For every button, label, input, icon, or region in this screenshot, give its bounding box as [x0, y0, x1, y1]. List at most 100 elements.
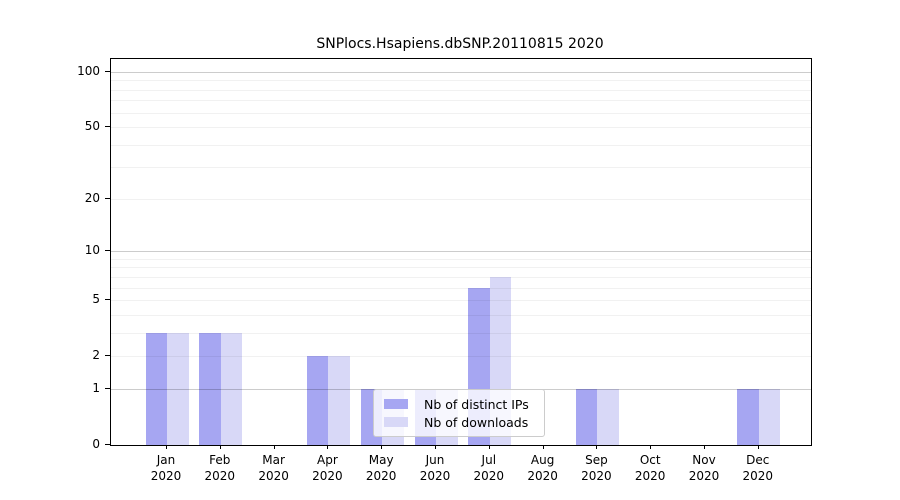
- y-tick-mark-100: [105, 71, 110, 72]
- x-tick-label-sep: Sep 2020: [568, 452, 624, 484]
- x-tick-month-jul: Jul: [481, 453, 497, 467]
- bar-nb-of-distinct-ips-apr: [306, 356, 329, 445]
- x-tick-mark-aug: [542, 445, 544, 449]
- x-tick-year-mar: 2020: [258, 469, 289, 483]
- minor-gridline-60: [111, 112, 811, 114]
- x-tick-year-sep: 2020: [581, 469, 612, 483]
- x-tick-year-jun: 2020: [419, 469, 451, 483]
- minor-gridline-40: [111, 144, 811, 146]
- y-tick-label-100: 100: [77, 64, 100, 78]
- y-tick-label-5: 5: [92, 292, 100, 307]
- x-tick-mark-dec: [757, 445, 759, 449]
- y-tick-mark-5: [105, 299, 110, 301]
- y-tick-mark-50: [105, 126, 110, 128]
- legend-swatch-distinct-ips: [384, 399, 408, 409]
- y-tick-mark-10: [105, 250, 110, 252]
- bar-nb-of-distinct-ips-sep: [575, 388, 598, 445]
- x-tick-label-feb: Feb 2020: [192, 452, 248, 484]
- x-tick-mark-may: [381, 445, 383, 449]
- x-tick-month-feb: Feb: [209, 453, 231, 467]
- plot-area: [110, 58, 812, 446]
- y-tick-label-20: 20: [84, 190, 100, 205]
- x-tick-year-oct: 2020: [634, 469, 666, 483]
- minor-gridline-6: [111, 287, 811, 289]
- y-tick-mark-1: [105, 387, 110, 389]
- bar-nb-of-distinct-ips-jan: [145, 332, 167, 445]
- x-tick-month-sep: Sep: [585, 453, 608, 467]
- y-tick-mark-20: [105, 197, 110, 199]
- bar-nb-of-downloads-dec: [758, 388, 781, 445]
- minor-gridline-5: [111, 300, 811, 302]
- y-tick-label-0: 0: [92, 437, 100, 451]
- x-tick-month-mar: Mar: [262, 453, 285, 467]
- bar-nb-of-downloads-sep: [597, 388, 619, 445]
- x-tick-month-dec: Dec: [746, 453, 770, 467]
- x-tick-year-may: 2020: [365, 469, 397, 483]
- x-tick-month-nov: Nov: [692, 453, 716, 467]
- x-tick-mark-sep: [596, 445, 598, 449]
- legend-entry-distinct-ips: Nb of distinct IPs: [384, 395, 544, 413]
- x-tick-year-jan: 2020: [150, 469, 182, 483]
- x-tick-label-may: May 2020: [353, 452, 409, 484]
- x-tick-label-nov: Nov 2020: [676, 452, 732, 484]
- x-tick-year-feb: 2020: [204, 469, 236, 483]
- x-tick-mark-mar: [273, 445, 275, 449]
- x-tick-mark-jan: [166, 445, 167, 449]
- legend-label-distinct-ips: Nb of distinct IPs: [424, 396, 529, 412]
- legend-entry-downloads: Nb of downloads: [384, 413, 544, 431]
- bar-nb-of-downloads-jan: [167, 332, 189, 445]
- x-tick-year-apr: 2020: [312, 469, 343, 483]
- x-tick-month-may: May: [368, 453, 394, 467]
- legend: Nb of distinct IPs Nb of downloads: [373, 389, 545, 437]
- y-tick-label-10: 10: [84, 243, 100, 258]
- x-tick-year-nov: 2020: [688, 469, 720, 483]
- minor-gridline-4: [111, 314, 811, 316]
- chart-title: SNPlocs.Hsapiens.dbSNP.20110815 2020: [316, 36, 604, 52]
- x-tick-year-dec: 2020: [742, 469, 774, 483]
- legend-swatch-downloads: [384, 417, 408, 427]
- x-tick-label-jul: Jul 2020: [461, 452, 517, 484]
- y-tick-label-1: 1: [92, 380, 100, 395]
- minor-gridline-90: [111, 80, 811, 82]
- x-tick-mark-nov: [704, 445, 705, 449]
- bar-nb-of-downloads-feb: [220, 332, 243, 445]
- x-tick-label-dec: Dec 2020: [730, 452, 786, 484]
- minor-gridline-9: [111, 258, 811, 260]
- y-tick-label-50: 50: [84, 119, 100, 134]
- minor-gridline-50: [111, 127, 811, 129]
- minor-gridline-8: [111, 267, 811, 269]
- minor-gridline-7: [111, 276, 811, 278]
- x-tick-month-jun: Jun: [425, 453, 445, 467]
- x-tick-mark-jul: [488, 445, 490, 449]
- x-tick-label-jan: Jan 2020: [138, 452, 194, 484]
- major-gridline-100: [111, 72, 811, 73]
- x-tick-label-mar: Mar 2020: [246, 452, 302, 484]
- minor-gridline-80: [111, 89, 811, 91]
- x-tick-year-aug: 2020: [527, 469, 558, 483]
- minor-gridline-20: [111, 198, 811, 200]
- minor-gridline-3: [111, 332, 811, 334]
- minor-gridline-70: [111, 100, 811, 102]
- x-tick-label-oct: Oct 2020: [622, 452, 678, 484]
- bar-nb-of-distinct-ips-feb: [199, 332, 221, 445]
- major-gridline-10: [111, 251, 811, 253]
- x-tick-year-jul: 2020: [473, 469, 505, 483]
- minor-gridline-30: [111, 167, 811, 169]
- x-tick-label-aug: Aug 2020: [515, 452, 571, 484]
- bar-nb-of-distinct-ips-dec: [737, 388, 759, 445]
- x-tick-month-oct: Oct: [639, 453, 661, 467]
- y-tick-label-2: 2: [92, 348, 100, 363]
- bar-nb-of-downloads-apr: [328, 356, 350, 445]
- x-tick-month-aug: Aug: [530, 453, 555, 467]
- x-tick-mark-apr: [327, 445, 329, 449]
- x-tick-label-apr: Apr 2020: [299, 452, 355, 484]
- minor-gridline-2: [111, 356, 811, 358]
- x-tick-mark-oct: [650, 445, 652, 449]
- x-tick-label-jun: Jun 2020: [407, 452, 463, 484]
- y-tick-mark-0: [105, 444, 110, 445]
- legend-label-downloads: Nb of downloads: [424, 414, 529, 430]
- x-tick-mark-jun: [435, 445, 436, 449]
- x-tick-mark-feb: [219, 445, 221, 449]
- y-tick-mark-2: [105, 355, 110, 357]
